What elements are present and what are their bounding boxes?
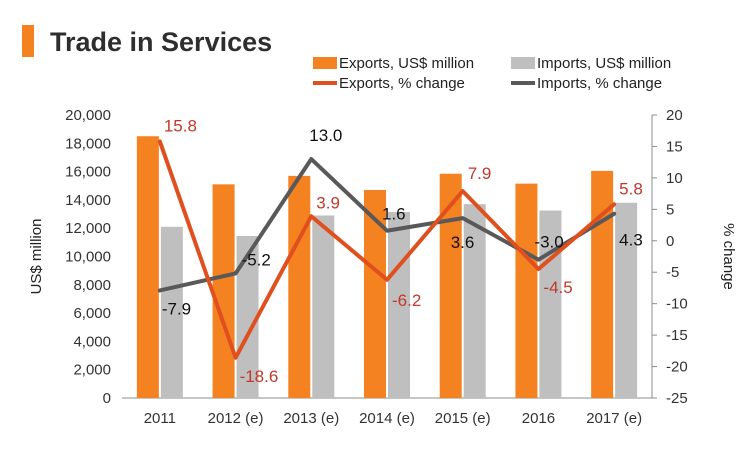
legend-label: Imports, % change [537,75,662,92]
exports-bar [288,175,311,398]
y-right-tick-label: 5 [666,201,674,218]
x-tick-label: 2013 (e) [283,410,339,427]
imports-change-data-label: -3.0 [534,233,563,252]
imports-change-data-label: -7.9 [162,299,191,318]
legend-swatch [313,57,337,69]
y-left-tick-label: 2,000 [73,362,111,379]
imports-bar [236,235,259,398]
chart-legend: Exports, US$ million Imports, US$ million… [313,55,671,92]
title-accent-bar [22,25,34,57]
exports-change-line [157,139,617,360]
y-left-tick-label: 4,000 [73,333,111,350]
y-right-tick-label: 20 [666,107,683,124]
legend-swatch [511,57,535,69]
exports-bar [136,136,159,398]
imports-bar [160,226,183,398]
imports-change-data-label: 1.6 [382,205,406,224]
y-left-tick-label: 10,000 [65,249,111,266]
chart-data-labels: 15.8 -18.6 3.9 -6.2 7.9 -4.5 5.8 -7.9 -5.2 13.0 1.… [162,116,643,385]
legend-label: Imports, US$ million [537,55,671,72]
x-tick-label: 2017 (e) [586,410,642,427]
y-left-axis-title: US$ million [28,219,45,295]
y-right-axis-title: % change [720,223,737,290]
imports-change-data-label: 3.6 [451,233,475,252]
y-right-tick-label: 15 [666,138,683,155]
chart-bars [136,136,638,398]
exports-change-data-label: 5.8 [619,179,643,198]
x-tick-label: 2012 (e) [208,410,264,427]
y-left-tick-label: 0 [103,390,111,407]
y-right-tick-label: 0 [666,233,674,250]
exports-change-data-label: -6.2 [392,291,421,310]
y-left-tick-label: 14,000 [65,192,111,209]
x-tick-label: 2011 [144,410,176,427]
y-left-tick-label: 20,000 [65,107,111,124]
chart-axes: 0 2,000 4,000 6,000 8,000 10,000 12,000 14,000 1… [28,107,737,427]
exports-bar [439,173,462,398]
legend-label: Exports, % change [339,75,465,92]
imports-change-data-label: 13.0 [309,126,342,145]
imports-change-data-label: 4.3 [619,231,643,250]
y-right-tick-label: -25 [666,390,688,407]
exports-change-data-label: -18.6 [240,367,279,386]
chart-title: Trade in Services [50,27,273,57]
exports-change-data-label: 7.9 [468,164,492,183]
x-tick-label: 2016 [522,410,555,427]
exports-change-data-label: -4.5 [543,278,572,297]
exports-bar [364,189,386,398]
exports-bar [591,170,614,398]
y-right-tick-label: -20 [666,359,688,376]
imports-bar [615,202,638,398]
y-right-tick-label: -10 [666,296,688,313]
y-left-tick-label: 16,000 [65,164,111,181]
imports-change-data-label: -5.2 [242,250,271,269]
y-left-tick-label: 6,000 [73,305,111,322]
y-left-tick-label: 8,000 [73,277,111,294]
x-tick-label: 2014 (e) [359,410,415,427]
imports-bar [463,204,486,398]
y-right-tick-label: -15 [666,327,688,344]
exports-change-data-label: 3.9 [316,193,340,212]
exports-change-data-label: 15.8 [164,116,197,135]
y-left-tick-label: 12,000 [65,220,111,237]
chart-lines [157,139,617,360]
x-tick-label: 2015 (e) [435,410,491,427]
imports-change-line [157,157,617,293]
exports-bar [515,183,538,398]
y-right-tick-label: 10 [666,170,683,187]
legend-label: Exports, US$ million [339,55,474,72]
y-left-tick-label: 18,000 [65,135,111,152]
imports-bar [312,215,335,398]
exports-bar [212,184,235,398]
y-right-tick-label: -5 [666,264,679,281]
